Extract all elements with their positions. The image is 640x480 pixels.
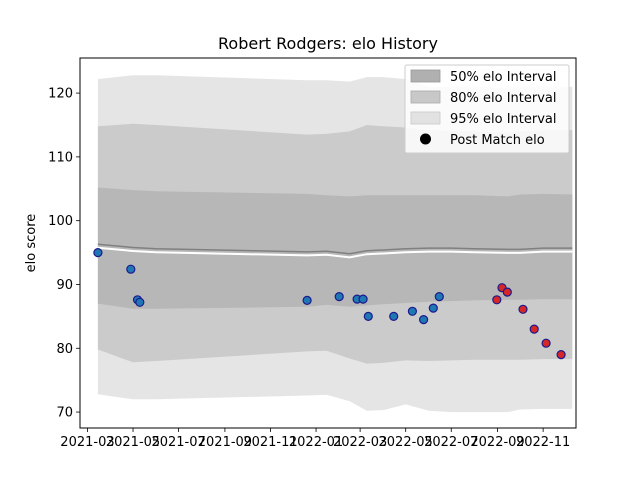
chart-title: Robert Rodgers: elo History — [218, 34, 438, 53]
confidence-bands — [97, 75, 573, 413]
post-match-point — [556, 350, 566, 360]
post-match-point — [419, 315, 429, 325]
x-tick-label: 2022-05 — [379, 435, 433, 450]
legend-swatch-80 — [410, 90, 441, 104]
mean-line-highlight — [97, 246, 573, 259]
y-axis-label: elo score — [24, 214, 39, 273]
legend-label-post-match: Post Match elo — [450, 133, 545, 148]
legend-box — [404, 64, 570, 154]
post-match-point — [389, 311, 399, 321]
mean-elo-line — [97, 243, 573, 259]
post-match-points — [93, 248, 566, 360]
plot-frame — [79, 57, 577, 429]
legend-label-50: 50% elo Interval — [450, 70, 557, 85]
legend-marker-post-match — [420, 133, 431, 145]
post-match-point — [135, 297, 145, 307]
x-tick-label: 2022-09 — [470, 435, 524, 450]
x-tick-label: 2021-09 — [198, 435, 252, 450]
x-tick-label: 2022-11 — [516, 435, 570, 450]
x-tick-label: 2022-03 — [333, 435, 387, 450]
post-match-point — [492, 295, 502, 305]
legend: 50% elo Interval 80% elo Interval 95% el… — [404, 64, 570, 154]
post-match-point — [302, 295, 312, 305]
mean-line — [97, 243, 573, 255]
y-axis: 70 80 90 100 110 120 — [48, 87, 80, 421]
post-match-point — [541, 338, 551, 348]
post-match-point — [434, 292, 444, 302]
x-tick-label: 2021-07 — [151, 435, 205, 450]
post-match-point — [126, 264, 136, 274]
legend-swatch-95 — [410, 111, 441, 125]
y-tick-label: 80 — [56, 342, 73, 357]
post-match-point — [502, 287, 512, 297]
x-tick-label: 2022-07 — [424, 435, 478, 450]
post-match-point — [363, 311, 373, 321]
post-match-point — [529, 324, 539, 334]
post-match-point — [93, 248, 103, 258]
y-tick-label: 120 — [48, 87, 73, 102]
post-match-point — [334, 292, 344, 302]
legend-label-95: 95% elo Interval — [450, 112, 557, 127]
post-match-point — [428, 303, 438, 313]
post-match-point — [407, 306, 417, 316]
legend-label-80: 80% elo Interval — [450, 91, 557, 106]
x-tick-label: 2022-01 — [289, 435, 343, 450]
legend-swatch-50 — [410, 69, 441, 83]
x-tick-label: 2021-03 — [60, 435, 114, 450]
x-tick-label: 2021-05 — [106, 435, 160, 450]
y-tick-label: 90 — [56, 278, 73, 293]
post-match-point — [518, 304, 528, 314]
post-match-point — [358, 294, 368, 304]
y-tick-label: 100 — [48, 214, 73, 229]
band-50 — [97, 187, 573, 309]
x-axis: 2021-032021-052021-072021-092021-112022-… — [60, 428, 570, 450]
y-tick-label: 110 — [48, 150, 73, 165]
y-tick-label: 70 — [56, 406, 73, 421]
x-tick-label: 2021-11 — [243, 435, 297, 450]
